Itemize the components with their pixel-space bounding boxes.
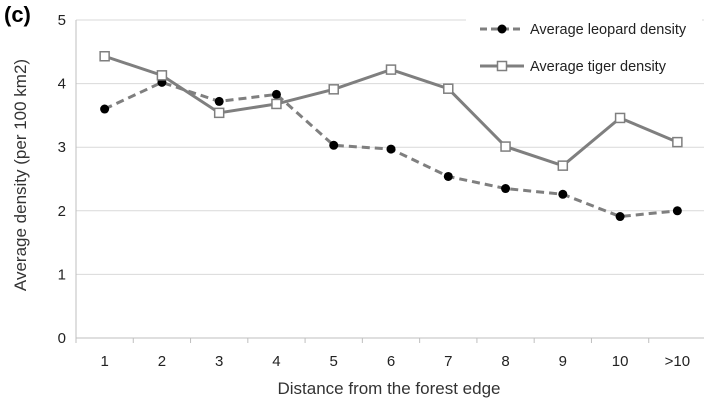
legend-item: Average leopard density <box>480 22 687 38</box>
x-tick-labels: 1 2 3 4 5 6 7 8 9 10 >10 <box>100 353 690 370</box>
data-point <box>214 96 224 106</box>
y-tick-label: 2 <box>58 203 66 220</box>
y-tick-label: 4 <box>58 76 66 93</box>
x-tick-label: 1 <box>100 353 108 370</box>
data-point <box>672 136 683 148</box>
data-point <box>156 70 168 81</box>
x-tick-label: 9 <box>559 353 567 370</box>
data-point <box>672 206 682 216</box>
data-point <box>271 89 281 99</box>
x-tick-label: 7 <box>444 353 452 370</box>
x-tick-label: 2 <box>158 353 166 370</box>
y-tick-labels: 0 1 2 3 4 5 <box>58 12 66 347</box>
data-point <box>557 160 569 171</box>
data-point <box>329 140 339 150</box>
data-point <box>213 107 225 119</box>
x-tick-label: 3 <box>215 353 223 370</box>
data-point <box>614 112 626 124</box>
series-leopard <box>100 77 682 222</box>
y-axis-title: Average density (per 100 km2) <box>11 59 30 291</box>
axes <box>75 20 704 343</box>
data-point <box>328 84 339 95</box>
y-tick-label: 0 <box>58 330 66 347</box>
x-tick-label: 6 <box>387 353 395 370</box>
legend-marker <box>496 60 508 72</box>
y-tick-label: 1 <box>58 266 66 283</box>
legend: Average leopard density Average tiger den… <box>466 16 702 82</box>
data-point <box>558 189 568 199</box>
data-point <box>501 184 511 194</box>
series-group <box>99 51 683 222</box>
legend-item: Average tiger density <box>480 59 667 75</box>
data-point <box>99 51 110 62</box>
legend-label: Average leopard density <box>530 22 687 38</box>
data-point <box>100 104 110 114</box>
legend-marker <box>497 24 507 34</box>
x-tick-label: 5 <box>330 353 338 370</box>
data-point <box>271 98 282 110</box>
data-point <box>615 212 625 222</box>
x-tick-label: 4 <box>272 353 280 370</box>
data-point <box>386 144 396 154</box>
legend-label: Average tiger density <box>530 59 667 75</box>
y-tick-label: 3 <box>58 139 66 156</box>
data-point <box>385 64 397 75</box>
panel-label: (c) <box>4 2 31 27</box>
series-tiger <box>99 51 683 171</box>
x-tick-label: 10 <box>612 353 629 370</box>
x-tick-label: >10 <box>665 353 690 370</box>
x-tick-label: 8 <box>501 353 509 370</box>
data-point <box>500 141 511 152</box>
y-tick-label: 5 <box>58 12 66 29</box>
data-point <box>443 83 454 94</box>
data-point <box>443 171 453 181</box>
x-axis-title: Distance from the forest edge <box>277 379 500 398</box>
